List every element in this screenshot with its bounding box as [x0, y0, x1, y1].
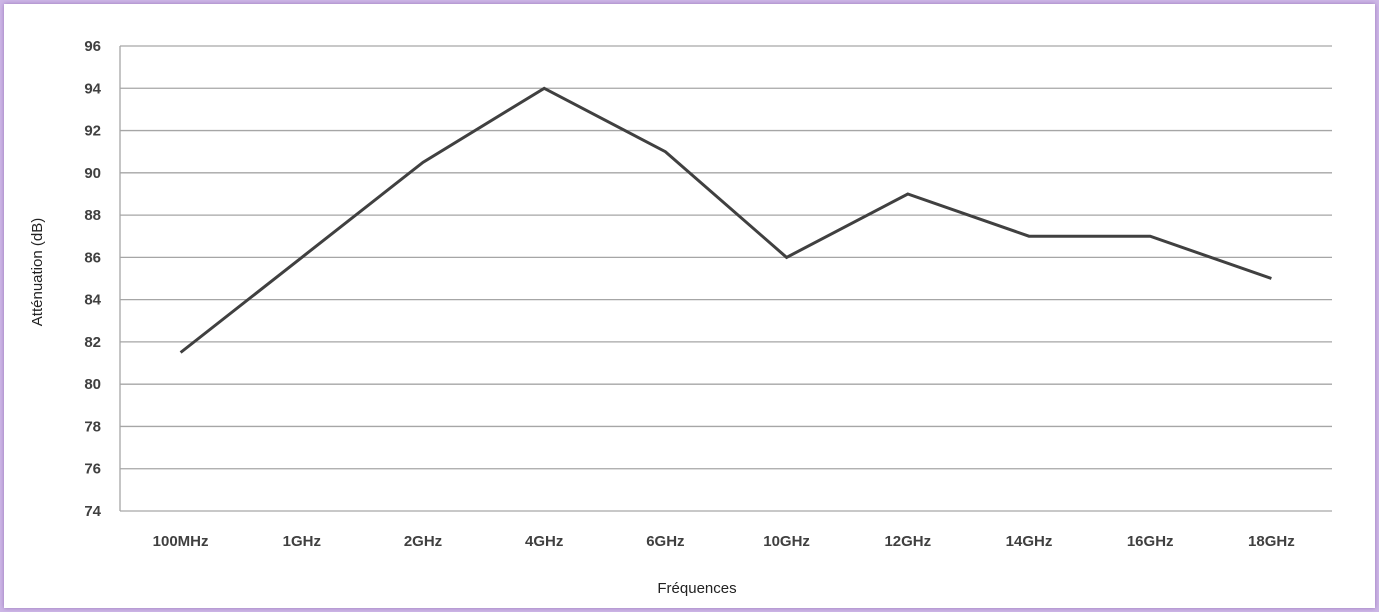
y-tick-label: 92 [84, 123, 101, 140]
chart-frame [4, 4, 1375, 608]
y-tick-labels: 74 76 78 80 82 84 86 88 90 92 94 96 [84, 38, 101, 520]
y-tick-label: 80 [84, 376, 101, 393]
y-tick-label: 84 [84, 292, 101, 309]
y-tick-label: 88 [84, 207, 101, 224]
y-tick-label: 82 [84, 334, 101, 351]
x-tick-label: 6GHz [646, 533, 684, 550]
x-tick-label: 18GHz [1248, 533, 1295, 550]
y-tick-label: 86 [84, 249, 101, 266]
series-lines [179, 86, 1272, 354]
x-tick-label: 12GHz [884, 533, 931, 550]
x-tick-label: 2GHz [404, 533, 442, 550]
x-tick-label: 10GHz [763, 533, 810, 550]
x-tick-label: 100MHz [153, 533, 209, 550]
series-line-0 [179, 86, 1272, 354]
y-tick-label: 76 [84, 461, 101, 478]
y-tick-label: 90 [84, 165, 101, 182]
x-tick-label: 14GHz [1006, 533, 1053, 550]
x-tick-label: 16GHz [1127, 533, 1174, 550]
x-tick-labels: 100MHz 1GHz 2GHz 4GHz 6GHz 10GHz 12GHz 14GHz 16G… [153, 533, 1295, 550]
y-tick-label: 78 [84, 418, 101, 435]
x-tick-label: 4GHz [525, 533, 563, 550]
y-tick-label: 74 [84, 503, 101, 520]
y-axis-title: Atténuation (dB) [29, 218, 46, 326]
x-tick-label: 1GHz [283, 533, 321, 550]
y-tick-label: 96 [84, 38, 101, 55]
y-tick-label: 94 [84, 80, 101, 97]
x-axis-title: Fréquences [657, 580, 736, 597]
gridlines [119, 45, 1332, 512]
